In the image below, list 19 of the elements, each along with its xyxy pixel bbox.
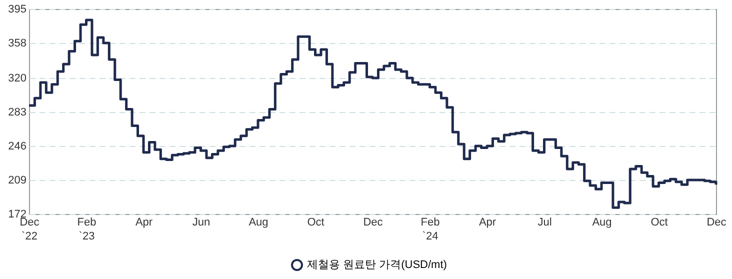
x-tick-label: Oct bbox=[650, 216, 668, 228]
x-tick-label: Apr bbox=[478, 216, 496, 228]
x-tick-label: Apr bbox=[135, 216, 153, 228]
y-tick-label: 395 bbox=[8, 4, 26, 16]
legend-label: 제철용 원료탄 가격(USD/mt) bbox=[307, 259, 447, 271]
x-tick-label: Feb `23 bbox=[77, 216, 96, 242]
y-tick-label: 246 bbox=[8, 140, 26, 152]
y-tick-label: 358 bbox=[8, 38, 26, 50]
x-tick-label: Jul bbox=[538, 216, 552, 228]
y-tick-label: 283 bbox=[8, 106, 26, 118]
x-tick-label: Oct bbox=[307, 216, 324, 228]
x-tick-label: Dec bbox=[363, 216, 384, 228]
x-tick-label: Dec bbox=[706, 216, 727, 228]
x-tick-label: Aug bbox=[592, 216, 612, 228]
y-tick-label: 320 bbox=[8, 72, 26, 84]
y-tick-label: 209 bbox=[8, 174, 26, 186]
x-tick-label: Aug bbox=[248, 216, 268, 228]
x-tick-label: Feb `24 bbox=[420, 216, 440, 242]
x-tick-label: Jun bbox=[192, 216, 210, 228]
